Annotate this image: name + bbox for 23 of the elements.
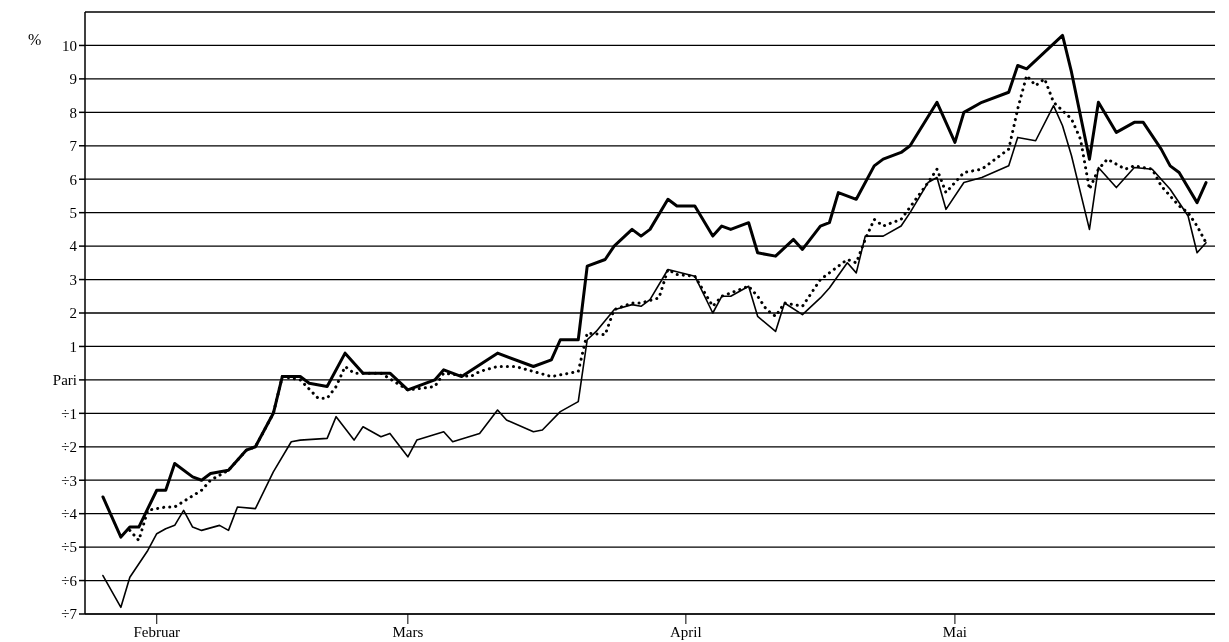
y-tick-label: ÷3 [61, 472, 77, 489]
x-tick-label: Mars [392, 623, 424, 640]
y-tick-label: ÷5 [61, 539, 77, 556]
y-tick-label: ÷6 [61, 572, 78, 589]
y-tick-label: ÷1 [61, 405, 77, 422]
y-tick-label: 5 [69, 204, 77, 221]
x-tick-label: April [670, 623, 702, 640]
y-tick-label: 6 [69, 171, 78, 188]
y-tick-label: 2 [69, 305, 77, 322]
y-tick-label: 3 [69, 271, 77, 288]
y-tick-label: 9 [69, 71, 77, 88]
y-tick-label: ÷7 [61, 606, 78, 623]
y-tick-label: 1 [69, 338, 77, 355]
y-tick-label: ÷2 [61, 439, 77, 456]
y-tick-label: 7 [69, 138, 78, 155]
x-tick-label: Mai [942, 623, 968, 640]
x-tick-label: Februar [133, 623, 181, 640]
y-tick-label: 4 [69, 238, 78, 255]
y-tick-label: 10 [62, 37, 77, 54]
y-tick-label: 8 [69, 104, 77, 121]
y-axis-title: % [28, 31, 42, 49]
y-tick-label: ÷4 [61, 505, 78, 522]
y-tick-label: Pari [52, 372, 77, 389]
